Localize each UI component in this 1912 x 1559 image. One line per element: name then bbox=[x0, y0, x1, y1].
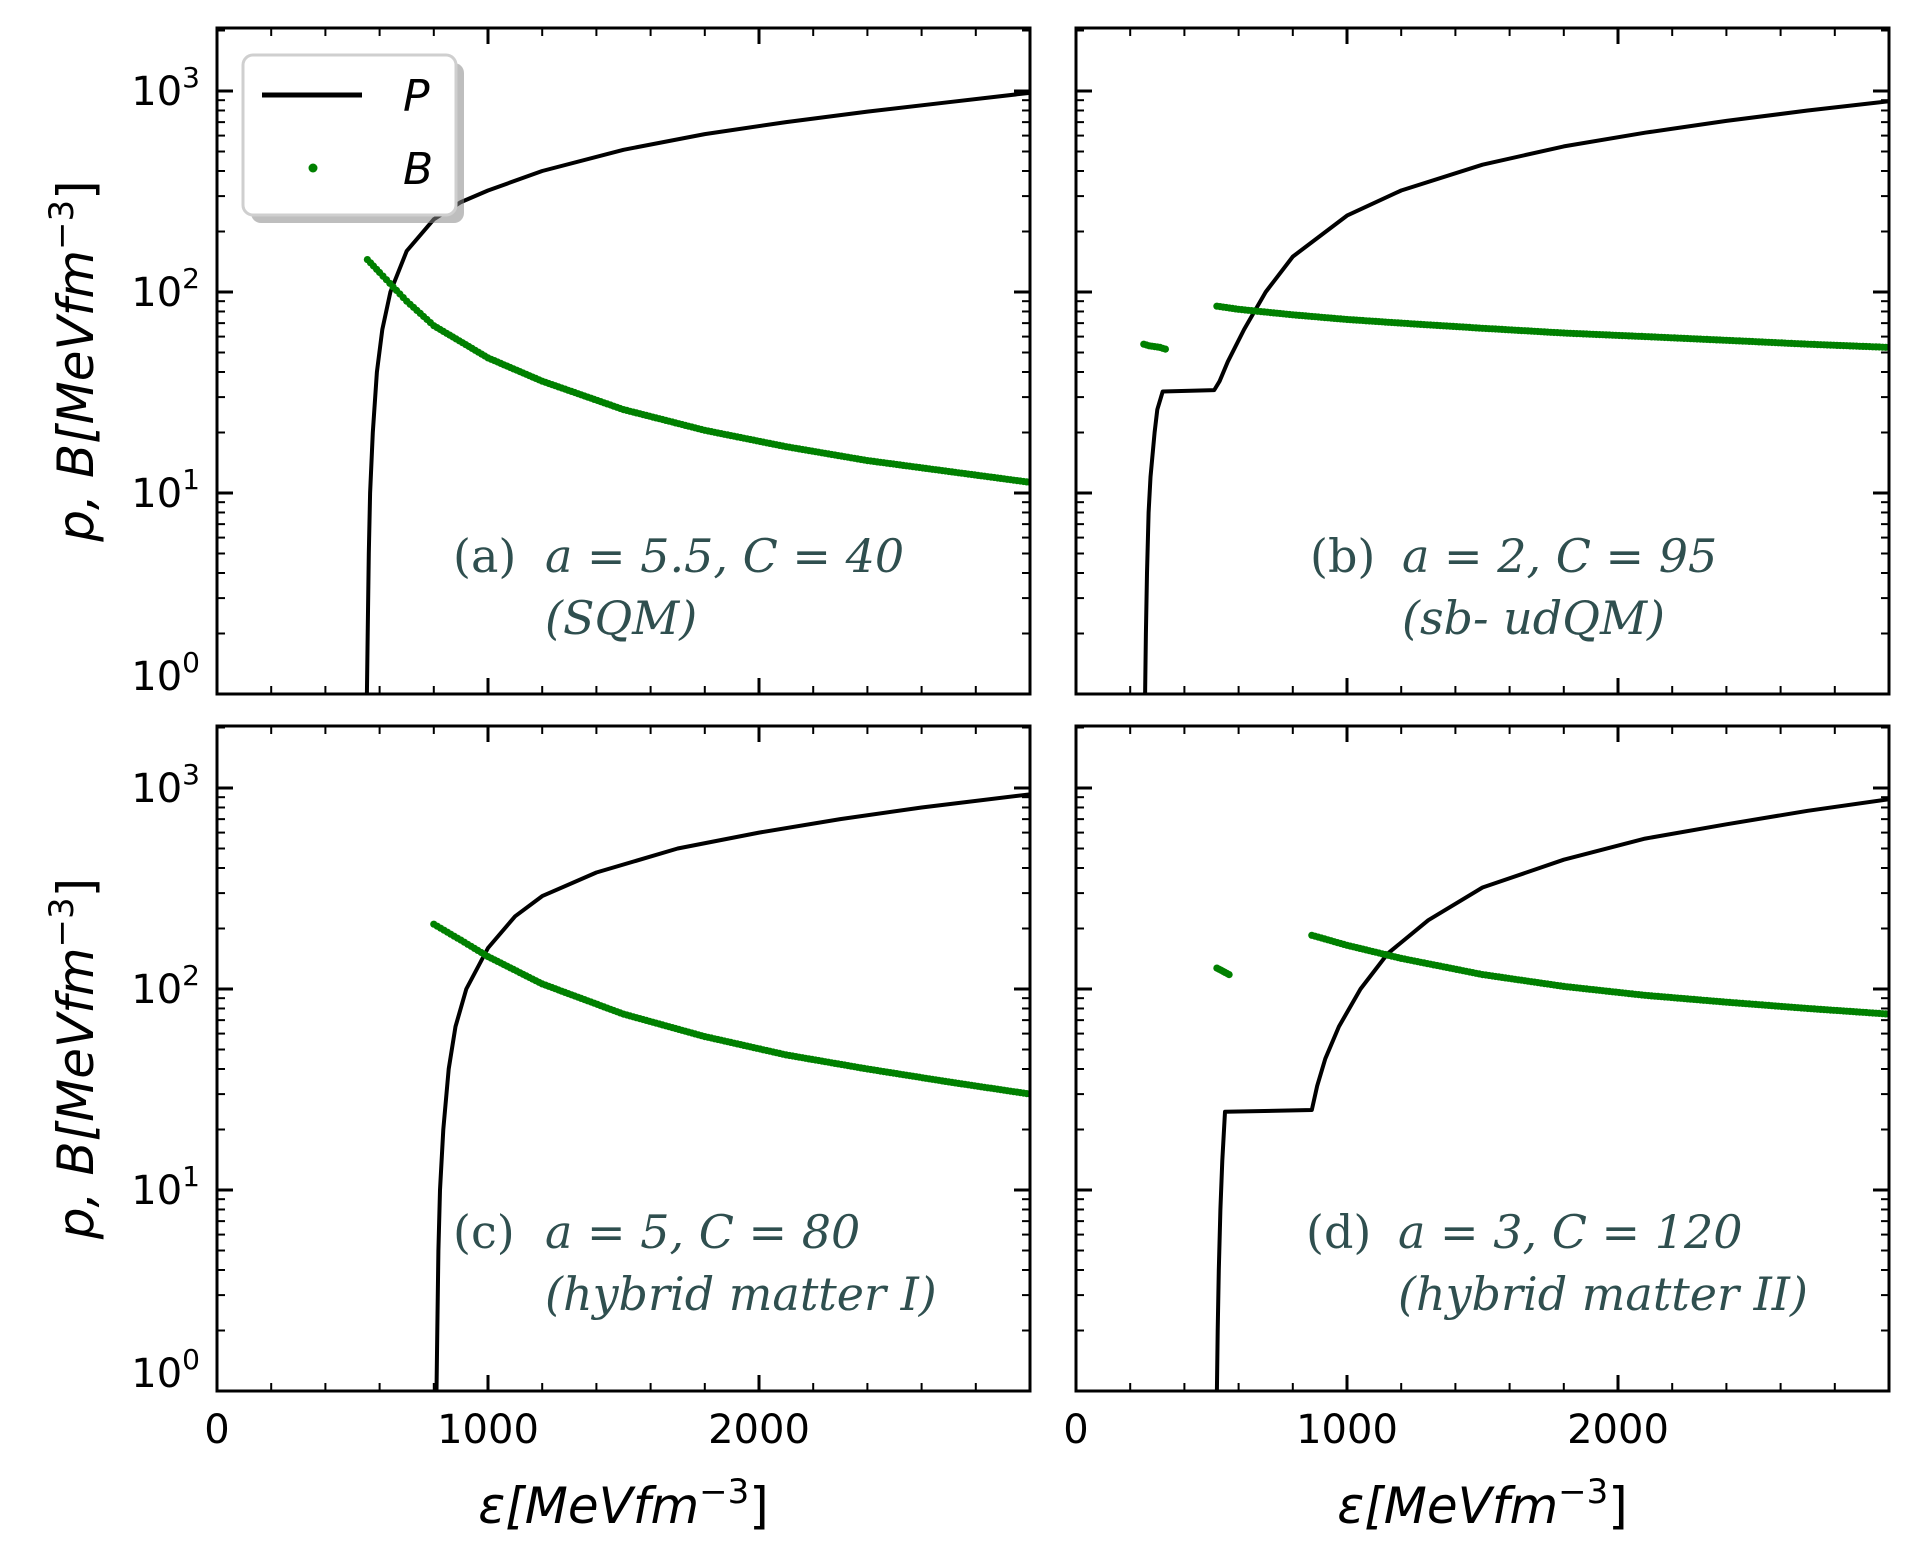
plot-frame bbox=[1074, 724, 1891, 1393]
y-tick-label: 101 bbox=[131, 463, 200, 517]
y-tick-base: 10 bbox=[131, 1351, 182, 1397]
panel-params: a = 5.5, C = 40 bbox=[545, 529, 904, 583]
y-axis-title-main: p, B[MeVfm bbox=[47, 947, 105, 1240]
series-d bbox=[1213, 797, 1889, 1391]
p-curve bbox=[1143, 99, 1889, 694]
x-tick-label: 2000 bbox=[708, 1407, 810, 1453]
y-tick-label: 100 bbox=[131, 646, 200, 700]
panel-params: a = 3, C = 120 bbox=[1398, 1205, 1743, 1259]
y-axis-title-close: ] bbox=[47, 878, 105, 898]
y-axis-title-main: p, B[MeVfm bbox=[47, 250, 105, 543]
y-tick-base: 10 bbox=[131, 69, 182, 115]
b-dots bbox=[1140, 340, 1169, 353]
y-tick-base: 10 bbox=[131, 766, 182, 812]
y-tick-label: 103 bbox=[131, 758, 200, 812]
panel-label: (b) bbox=[1310, 529, 1375, 583]
y-tick-base: 10 bbox=[131, 654, 182, 700]
x-tick-label: 1000 bbox=[1296, 1407, 1398, 1453]
plot-frame bbox=[215, 26, 1032, 696]
series-a bbox=[363, 90, 1030, 694]
plot-frame bbox=[1074, 26, 1891, 696]
panel-b: (b) a = 2, C = 95 (sb- udQM) bbox=[1074, 26, 1891, 696]
series-c bbox=[430, 792, 1030, 1391]
panel-params: a = 2, C = 95 bbox=[1402, 529, 1717, 583]
legend-label-p: P bbox=[403, 71, 430, 122]
y-tick-label: 102 bbox=[131, 959, 200, 1013]
y-tick-label: 101 bbox=[131, 1160, 200, 1214]
legend-label-b: B bbox=[403, 144, 433, 195]
panel-matter: (hybrid matter II) bbox=[1398, 1267, 1808, 1321]
x-axis-title-close: ] bbox=[1608, 1477, 1628, 1535]
b-dots bbox=[430, 920, 1030, 1098]
x-axis-title-exp: −3 bbox=[699, 1472, 749, 1512]
y-tick-exp: 0 bbox=[182, 1343, 200, 1376]
legend-dot-marker bbox=[308, 163, 318, 173]
plot-frame bbox=[215, 724, 1032, 1393]
panel-matter: (sb- udQM) bbox=[1402, 591, 1665, 645]
panel-params: a = 5, C = 80 bbox=[545, 1205, 860, 1259]
y-tick-base: 10 bbox=[131, 270, 182, 316]
x-axis-title-main: ε[MeVfm bbox=[1337, 1477, 1558, 1535]
y-axis-title-exp: −3 bbox=[42, 200, 82, 250]
y-tick-base: 10 bbox=[131, 471, 182, 517]
y-axis-title: p, B[MeVfm−3] bbox=[42, 878, 105, 1240]
series-b bbox=[1140, 99, 1889, 694]
y-tick-base: 10 bbox=[131, 1168, 182, 1214]
p-curve bbox=[1214, 797, 1889, 1391]
panel-label: (a) bbox=[453, 529, 516, 583]
b-point bbox=[1225, 971, 1233, 979]
panel-matter: (SQM) bbox=[545, 591, 697, 645]
x-axis-title-exp: −3 bbox=[1558, 1472, 1608, 1512]
y-tick-exp: 1 bbox=[182, 1160, 200, 1193]
x-axis-title: ε[MeVfm−3] bbox=[478, 1472, 769, 1535]
b-point bbox=[1161, 345, 1169, 353]
panel-matter: (hybrid matter I) bbox=[545, 1267, 937, 1321]
y-tick-exp: 3 bbox=[182, 61, 200, 94]
panel-label: (d) bbox=[1306, 1205, 1371, 1259]
legend: PB bbox=[241, 53, 464, 223]
y-tick-exp: 1 bbox=[182, 463, 200, 496]
y-tick-exp: 2 bbox=[182, 959, 200, 992]
y-tick-base: 10 bbox=[131, 967, 182, 1013]
y-tick-label: 103 bbox=[131, 61, 200, 115]
x-axis-title-close: ] bbox=[749, 1477, 769, 1535]
b-dots bbox=[1308, 931, 1889, 1018]
y-tick-exp: 3 bbox=[182, 758, 200, 791]
x-tick-label: 0 bbox=[1063, 1407, 1088, 1453]
x-tick-label: 1000 bbox=[437, 1407, 539, 1453]
y-axis-title: p, B[MeVfm−3] bbox=[42, 180, 105, 542]
y-tick-exp: 2 bbox=[182, 262, 200, 295]
x-axis-title-main: ε[MeVfm bbox=[478, 1477, 699, 1535]
x-tick-label: 0 bbox=[204, 1407, 229, 1453]
p-curve bbox=[364, 90, 1030, 694]
panel-label: (c) bbox=[453, 1205, 515, 1259]
b-dots bbox=[1213, 302, 1889, 351]
b-dots bbox=[363, 256, 1030, 486]
b-dots bbox=[1213, 964, 1233, 979]
y-axis-title-close: ] bbox=[47, 180, 105, 200]
y-tick-label: 102 bbox=[131, 262, 200, 316]
y-axis-title-exp: −3 bbox=[42, 897, 82, 947]
x-axis-title: ε[MeVfm−3] bbox=[1337, 1472, 1628, 1535]
y-tick-label: 100 bbox=[131, 1343, 200, 1397]
y-tick-exp: 0 bbox=[182, 646, 200, 679]
p-curve bbox=[434, 792, 1030, 1391]
x-tick-label: 2000 bbox=[1567, 1407, 1669, 1453]
